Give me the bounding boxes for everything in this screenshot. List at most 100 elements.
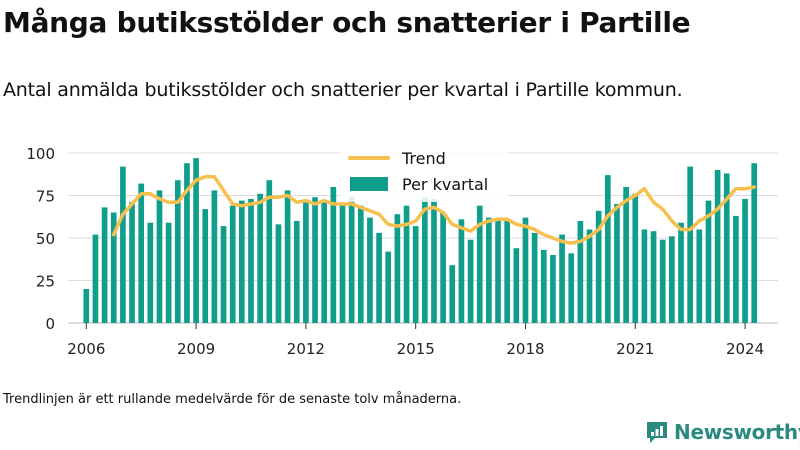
bar xyxy=(705,200,712,323)
bar xyxy=(394,214,401,323)
bar xyxy=(220,226,227,323)
bar xyxy=(595,210,602,323)
bar xyxy=(321,200,328,323)
bar xyxy=(412,226,419,323)
bar xyxy=(550,255,556,323)
bar xyxy=(495,219,501,323)
bar xyxy=(92,234,99,323)
bar xyxy=(614,204,620,323)
bar xyxy=(476,205,483,323)
bar xyxy=(531,232,538,323)
x-tick-label: 2015 xyxy=(397,340,435,358)
bar xyxy=(284,190,291,323)
bar xyxy=(129,202,135,323)
footnote: Trendlinjen är ett rullande medelvärde f… xyxy=(3,392,462,407)
bar xyxy=(165,222,172,323)
bar xyxy=(449,265,456,323)
bar xyxy=(733,215,739,323)
bar xyxy=(632,193,639,323)
bar xyxy=(385,251,392,323)
bar xyxy=(467,239,474,323)
bar xyxy=(650,231,657,323)
bar xyxy=(431,198,437,323)
bar xyxy=(678,222,684,323)
bar xyxy=(367,217,373,323)
bar xyxy=(293,221,300,323)
bar xyxy=(357,205,364,323)
bar xyxy=(193,158,199,323)
bar xyxy=(147,222,154,323)
bar xyxy=(156,190,163,323)
brand-logo: Newsworthy xyxy=(644,419,800,445)
bar xyxy=(257,193,263,323)
bar xyxy=(275,224,282,323)
legend-bar-swatch xyxy=(350,177,388,191)
bar xyxy=(723,173,730,323)
bar xyxy=(458,219,465,323)
bar xyxy=(110,212,117,323)
x-tick-label: 2009 xyxy=(177,340,215,358)
newsworthy-logo-icon xyxy=(647,422,667,443)
bar xyxy=(403,205,410,323)
x-axis: 2006 2009 2012 2015 2018 2021 2024 xyxy=(67,323,764,358)
bar xyxy=(330,187,337,323)
bar xyxy=(559,234,565,323)
bar xyxy=(174,180,181,323)
bar xyxy=(312,197,318,323)
legend: Trend Per kvartal xyxy=(340,144,508,202)
trend-series xyxy=(111,175,756,245)
bar xyxy=(751,163,758,323)
x-tick-label: 2021 xyxy=(616,340,654,358)
legend-background xyxy=(340,144,508,202)
bar xyxy=(120,166,126,323)
bar-series xyxy=(83,158,758,323)
x-tick-label: 2018 xyxy=(506,340,544,358)
y-tick-label: 75 xyxy=(36,188,55,206)
bar xyxy=(577,221,584,323)
y-tick-label: 50 xyxy=(36,230,55,248)
bar xyxy=(266,180,273,323)
bar xyxy=(211,190,218,323)
bar xyxy=(687,166,694,323)
bar xyxy=(348,197,355,323)
bar xyxy=(522,217,529,323)
bar xyxy=(696,229,703,323)
bar xyxy=(83,289,90,323)
bar xyxy=(641,229,648,323)
bar xyxy=(339,204,346,323)
bar xyxy=(604,175,611,323)
bar xyxy=(540,249,547,323)
bar xyxy=(504,219,511,323)
bar xyxy=(248,198,254,323)
bar xyxy=(742,198,748,323)
bar xyxy=(138,183,145,323)
bar xyxy=(101,207,108,323)
bar xyxy=(239,200,245,323)
bar xyxy=(623,187,629,323)
bar xyxy=(513,248,520,323)
chart-subtitle: Antal anmälda butiksstölder och snatteri… xyxy=(3,79,683,101)
x-tick-label: 2012 xyxy=(287,340,325,358)
x-tick-label: 2024 xyxy=(726,340,764,358)
bar xyxy=(303,200,309,323)
bar xyxy=(440,212,446,323)
y-tick-label: 0 xyxy=(45,315,55,333)
chart-title: Många butiksstölder och snatterier i Par… xyxy=(3,6,691,39)
bar xyxy=(714,170,721,323)
bar xyxy=(568,253,575,323)
bar xyxy=(486,217,492,323)
x-tick-label: 2006 xyxy=(67,340,105,358)
legend-bar-label: Per kvartal xyxy=(402,175,488,194)
bar xyxy=(376,232,382,323)
bar xyxy=(202,209,209,323)
bar xyxy=(586,229,593,323)
trend-line xyxy=(111,175,756,245)
bar xyxy=(669,236,675,323)
bar xyxy=(421,197,428,323)
y-tick-label: 100 xyxy=(26,145,55,163)
brand-name: Newsworthy xyxy=(674,420,800,444)
bar xyxy=(229,205,236,323)
y-tick-label: 25 xyxy=(36,273,55,291)
bar xyxy=(184,163,190,323)
